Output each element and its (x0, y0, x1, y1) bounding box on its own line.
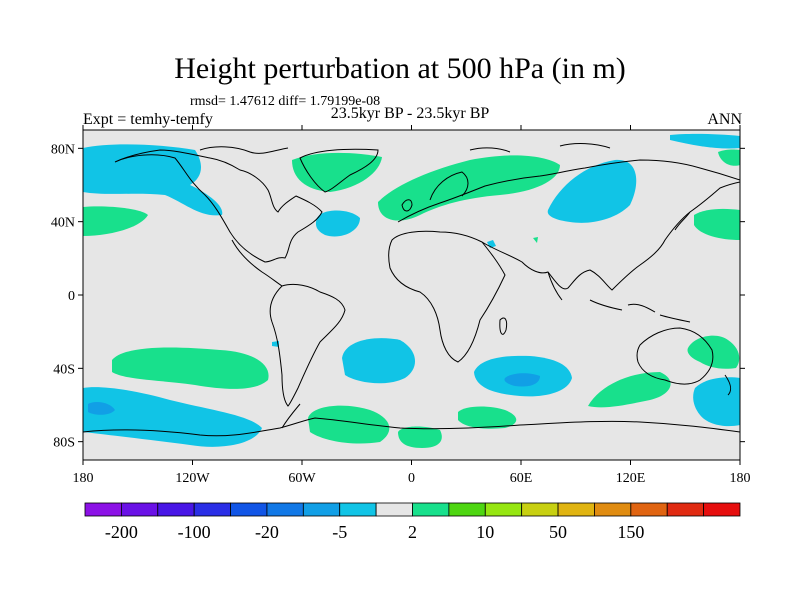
colorbar-box (666, 502, 705, 517)
anomaly-region-south-pacific-positive (112, 347, 269, 389)
anomaly-region-southeast-negative (693, 377, 740, 427)
coastline-south-america (269, 283, 346, 407)
colorbar-box (157, 502, 195, 517)
colorbar-label: 2 (408, 522, 417, 542)
season-label: ANN (707, 111, 742, 128)
colorbar-box (448, 502, 486, 517)
lon-tick-label: 180 (73, 471, 94, 486)
stats-text: rmsd= 1.47612 diff= 1.79199e-08 (190, 94, 381, 109)
anomaly-region-south-atlantic-negative (342, 338, 416, 384)
colorbar-box (630, 502, 668, 517)
colorbar-box (484, 502, 523, 517)
colorbar-box (375, 502, 413, 517)
coastline-japan (674, 211, 691, 231)
coastlines (83, 143, 740, 437)
colorbar-label: 150 (617, 522, 644, 542)
colorbar (84, 502, 741, 517)
anomaly-region-south-indian-core (504, 373, 540, 387)
colorbar-label: 50 (549, 522, 567, 542)
coastline-british-isles (401, 199, 413, 212)
anomaly-region-tasman-positive (687, 335, 740, 369)
colorbar-label: -200 (105, 522, 138, 542)
coastline-central-america (231, 239, 283, 287)
colorbar-label: -5 (332, 522, 347, 542)
lon-tick-label: 0 (408, 471, 415, 486)
longitude-axis: 180 120W 60W 0 60E 120E 180 (73, 125, 751, 486)
colorbar-label: -100 (178, 522, 211, 542)
colorbar-box (84, 502, 122, 517)
lon-tick-label: 60E (510, 471, 533, 486)
anomaly-region-arctic-negative (670, 133, 740, 149)
lon-tick-label: 60W (288, 471, 316, 486)
lat-tick-label: 80N (51, 142, 75, 157)
coastline-australia (636, 327, 714, 385)
colorbar-box (339, 502, 377, 517)
coastline-asia (481, 181, 740, 291)
coastline-scandinavia (429, 171, 469, 201)
anomaly-region-europe-positive (378, 155, 560, 221)
colorbar-box (521, 502, 559, 517)
coastline-arctic-islands (199, 143, 611, 154)
lat-tick-label: 40N (51, 216, 75, 231)
colorbar-label: -20 (255, 522, 279, 542)
coastline-north-america (114, 149, 323, 263)
colorbar-label: 10 (476, 522, 494, 542)
colorbar-labels: -200 -100 -20 -5 2 10 50 150 (105, 522, 644, 542)
anomaly-region-southwest-negative (83, 387, 262, 447)
colorbar-box (594, 502, 632, 517)
colorbar-box (193, 502, 231, 517)
coastline-india (547, 271, 563, 301)
latitude-axis: 80N 40N 0 40S 80S (51, 142, 745, 451)
colorbar-box (557, 502, 595, 517)
anomaly-region-arctic-small (718, 149, 740, 166)
colorbar-box (302, 502, 341, 517)
lat-tick-label: 0 (68, 289, 75, 304)
experiment-label: Expt = temhy-temfy (83, 111, 213, 128)
coastline-antarctic-peninsula (281, 403, 301, 429)
coastline-europe (397, 159, 740, 223)
lon-tick-label: 120W (175, 471, 210, 486)
coastline-indonesia (589, 299, 691, 323)
lat-tick-label: 80S (53, 436, 75, 451)
lat-tick-label: 40S (53, 362, 75, 377)
anomaly-region-north-pacific-negative (83, 144, 223, 216)
anomaly-region-indian-antarctic-positive (458, 406, 517, 429)
anomaly-region-northwest-pacific-positive (694, 208, 740, 240)
colorbar-box (412, 502, 450, 517)
plot-subtitle: 23.5kyr BP - 23.5kyr BP (330, 105, 490, 122)
anomaly-region-north-atlantic-negative (315, 210, 360, 237)
anomaly-region-southern-ocean-positive (588, 372, 671, 408)
coastline-antarctica (83, 417, 740, 437)
anomaly-region-siberia-negative (547, 159, 637, 223)
lon-tick-label: 180 (730, 471, 751, 486)
anomaly-region-ross-negative-core (88, 402, 115, 415)
anomaly-region-iran-positive (533, 237, 538, 243)
lon-tick-label: 120E (616, 471, 646, 486)
colorbar-box (120, 502, 159, 517)
coastline-madagascar (499, 317, 508, 335)
colorbar-box (703, 502, 741, 517)
anomaly-region-weddell-positive (308, 405, 390, 444)
coastline-greenland (299, 148, 379, 193)
coastline-africa (388, 230, 506, 363)
colorbar-box (230, 502, 268, 517)
plot-title: Height perturbation at 500 hPa (in m) (174, 52, 626, 85)
anomaly-region-antarctic-positive (398, 426, 442, 448)
anomaly-field (83, 133, 740, 448)
colorbar-box (266, 502, 304, 517)
coastline-new-zealand (724, 374, 732, 396)
anomaly-region-north-pacific-positive (83, 206, 148, 236)
